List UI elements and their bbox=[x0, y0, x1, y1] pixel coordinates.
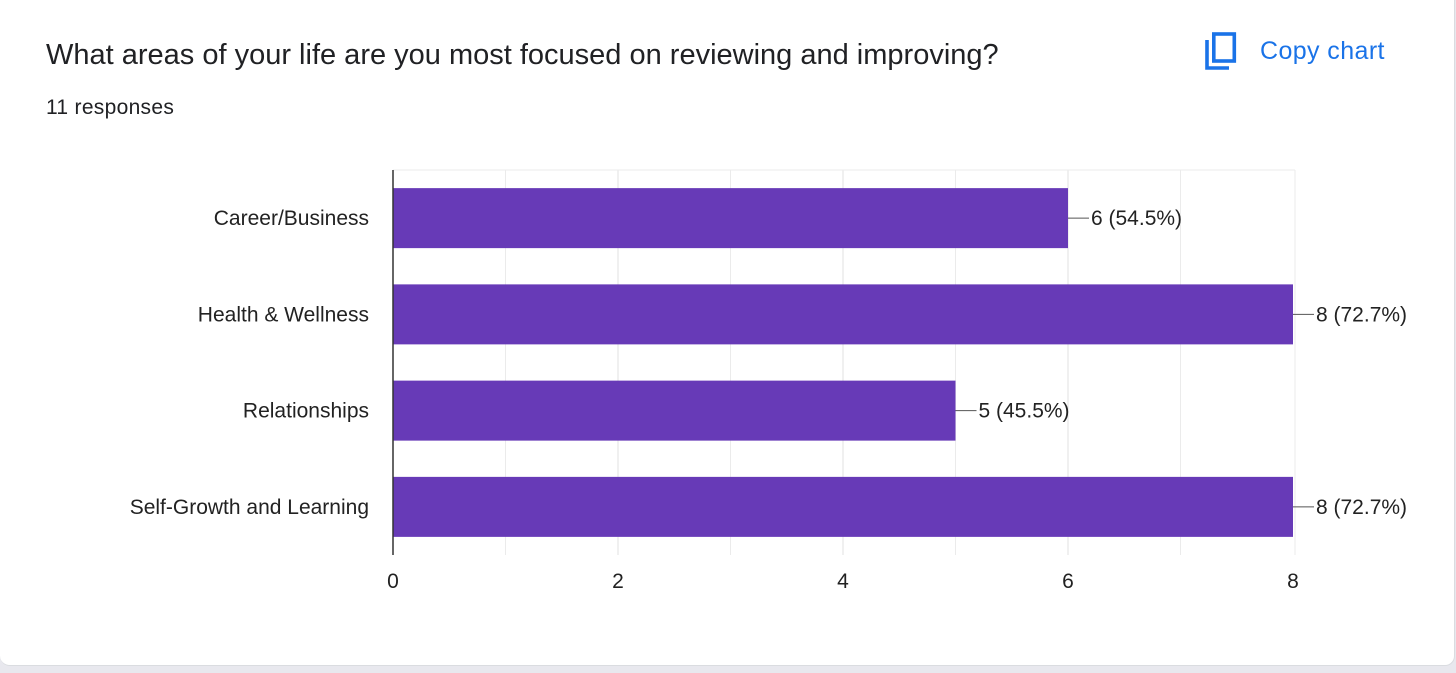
copy-chart-button[interactable]: Copy chart bbox=[1196, 27, 1397, 75]
bar bbox=[393, 188, 1068, 249]
data-label: 5 (45.5%) bbox=[979, 400, 1070, 423]
x-tick-label: 0 bbox=[387, 570, 399, 593]
x-tick-label: 4 bbox=[837, 570, 849, 593]
copy-chart-label: Copy chart bbox=[1260, 37, 1385, 65]
data-label: 6 (54.5%) bbox=[1091, 207, 1182, 230]
data-label: 8 (72.7%) bbox=[1316, 496, 1407, 519]
bar bbox=[393, 476, 1293, 537]
category-label: Career/Business bbox=[214, 207, 369, 230]
x-tick-label: 8 bbox=[1287, 570, 1299, 593]
question-title: What areas of your life are you most foc… bbox=[46, 39, 999, 71]
category-label: Health & Wellness bbox=[198, 303, 369, 326]
bar bbox=[393, 284, 1293, 345]
copy-icon bbox=[1204, 31, 1238, 71]
response-count: 11 responses bbox=[46, 96, 175, 119]
data-label: 8 (72.7%) bbox=[1316, 303, 1407, 326]
category-label: Relationships bbox=[243, 400, 369, 423]
category-label: Self-Growth and Learning bbox=[130, 496, 369, 519]
bar bbox=[393, 380, 956, 441]
x-tick-label: 2 bbox=[612, 570, 624, 593]
x-tick-label: 6 bbox=[1062, 570, 1074, 593]
